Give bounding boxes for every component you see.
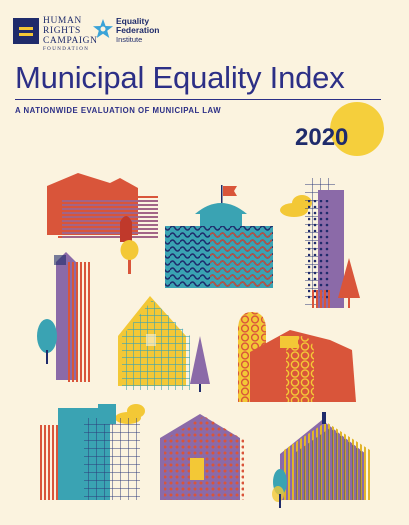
hrc-line-3: CAMPAIGN: [43, 36, 98, 46]
hrc-logo-icon: [13, 18, 39, 44]
left-tower: [54, 252, 92, 382]
striped-building: [280, 412, 370, 500]
cover-subtitle: A NATIONWIDE EVALUATION OF MUNICIPAL LAW: [15, 106, 222, 115]
dome-hex-building: [238, 312, 356, 402]
teal-tree-bottom: [272, 469, 287, 508]
sun-illustration: [330, 102, 384, 156]
cover-title: Municipal Equality Index: [15, 60, 345, 95]
red-barn-building: [47, 173, 158, 274]
efi-line-institute: Institute: [116, 35, 143, 44]
grid-house: [118, 296, 190, 390]
teal-tree-left: [37, 319, 57, 364]
hrc-wordmark: HUMAN RIGHTS CAMPAIGN FOUNDATION: [43, 16, 98, 53]
hrc-line-2: RIGHTS: [43, 26, 81, 36]
title-divider: [15, 99, 381, 100]
hrc-line-1: HUMAN: [43, 16, 82, 26]
hrc-line-foundation: FOUNDATION: [43, 47, 90, 52]
office-block: [38, 404, 140, 500]
efi-star-icon: [93, 19, 113, 38]
efi-wordmark: Equality Federation Institute: [116, 16, 160, 45]
efi-line-1: Equality: [116, 16, 150, 26]
report-year: 2020: [295, 124, 349, 151]
purple-pine-center: [190, 336, 210, 392]
capitol-building: [165, 185, 273, 288]
pine-tree-right: [338, 258, 360, 308]
dotted-house: [160, 414, 244, 500]
efi-line-2: Federation: [116, 25, 160, 35]
tall-skyscraper: [305, 178, 344, 308]
